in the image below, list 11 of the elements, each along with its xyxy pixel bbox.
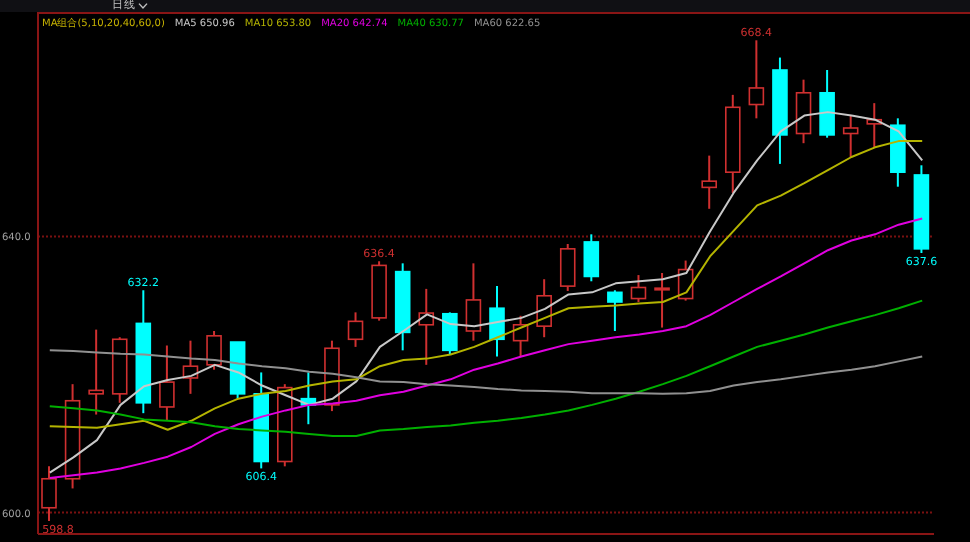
candlestick bbox=[394, 262, 411, 352]
candlestick bbox=[748, 39, 765, 120]
candlestick bbox=[701, 154, 718, 210]
candlestick bbox=[489, 285, 505, 358]
candlestick bbox=[347, 311, 364, 348]
candlestick bbox=[607, 289, 623, 332]
candlestick bbox=[41, 465, 57, 522]
line-series bbox=[48, 299, 924, 437]
candlestick bbox=[88, 328, 104, 416]
candlestick bbox=[795, 78, 812, 145]
candlestick bbox=[465, 262, 482, 342]
